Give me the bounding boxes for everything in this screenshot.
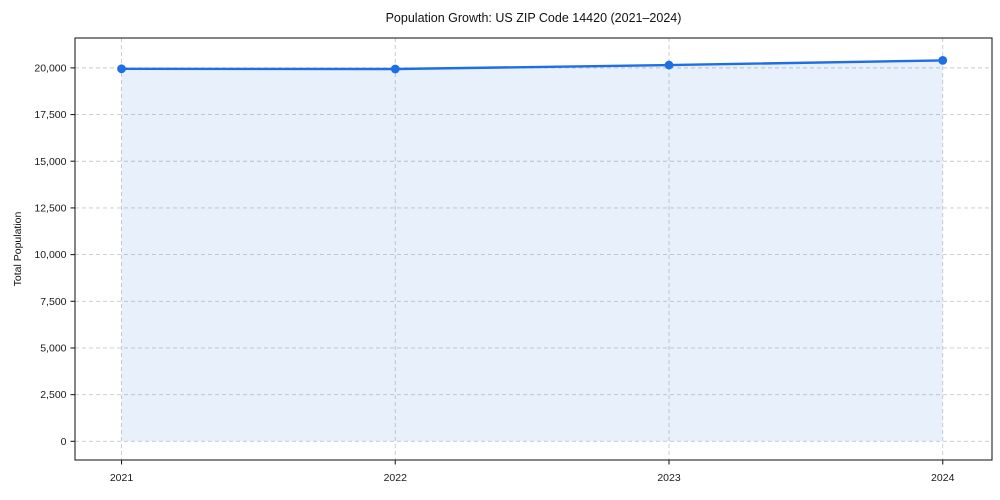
series-area	[121, 60, 943, 442]
y-tick-label: 5,000	[40, 343, 66, 355]
x-tick-label: 2021	[110, 472, 134, 484]
y-tick-label: 10,000	[34, 249, 66, 261]
x-tick-label: 2023	[657, 472, 681, 484]
y-tick-label: 0	[61, 436, 67, 448]
series-line	[120, 59, 944, 71]
y-tick-label: 20,000	[34, 62, 66, 74]
y-tick-label: 2,500	[40, 389, 66, 401]
data-point	[117, 64, 126, 74]
plot-border	[74, 37, 993, 461]
x-tick-label: 2022	[384, 472, 408, 484]
data-point	[390, 64, 400, 74]
y-tick-label: 7,500	[40, 296, 66, 308]
y-tick-label: 17,500	[34, 109, 66, 121]
data-point	[664, 60, 674, 70]
x-tick-label: 2024	[931, 472, 955, 484]
chart-title: Population Growth: US ZIP Code 14420 (20…	[385, 11, 682, 25]
y-tick-label: 12,500	[34, 203, 66, 215]
data-point	[938, 56, 948, 65]
y-tick-label: 15,000	[34, 156, 66, 168]
